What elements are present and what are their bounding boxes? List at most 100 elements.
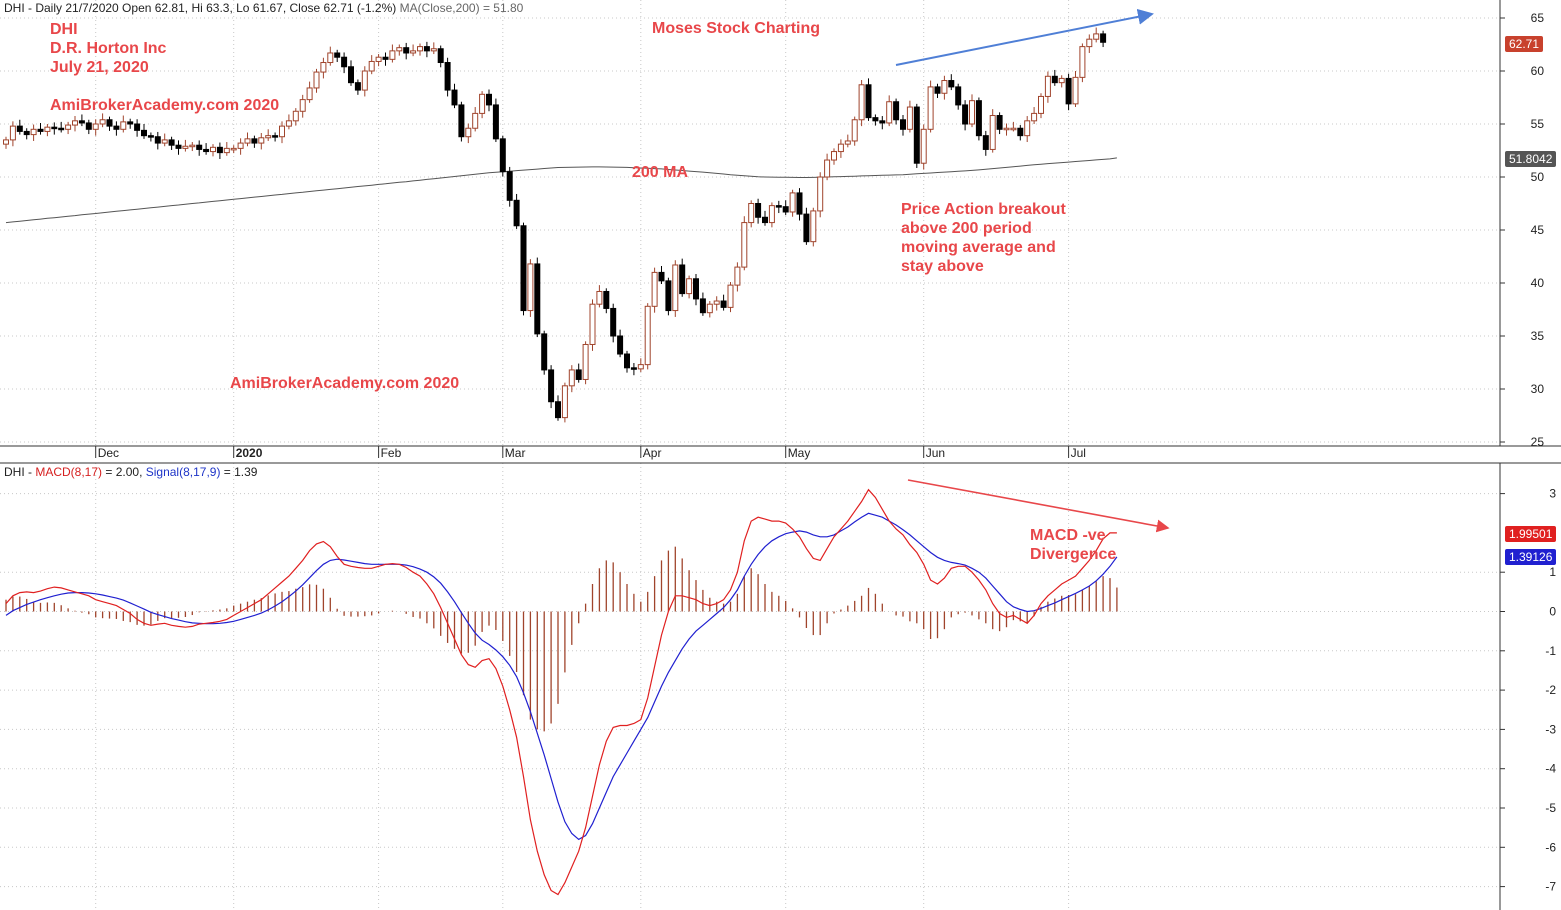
candle-body [1086, 38, 1093, 48]
candle-body [203, 148, 210, 153]
down-candle [1100, 30, 1107, 48]
down-candle [154, 131, 161, 150]
up-candle [292, 108, 299, 126]
annotation-title: Moses Stock Charting [652, 20, 821, 37]
candle-body [906, 106, 913, 130]
candle-body [693, 278, 699, 300]
candle-body [216, 146, 223, 154]
candle-body [348, 66, 354, 84]
candle-body [955, 86, 962, 106]
down-candle [444, 57, 451, 97]
macd-y-tick-label: -1 [1545, 644, 1556, 658]
candle-body [99, 119, 106, 125]
down-candle [555, 395, 561, 421]
month-tick-label: Mar [505, 446, 526, 460]
up-candle [99, 113, 106, 128]
candle-body [851, 119, 858, 142]
price-y-tick-label: 45 [1531, 223, 1545, 237]
down-candle [23, 128, 30, 140]
candle-body [755, 203, 762, 218]
annotation-symbol: DHI [50, 21, 78, 38]
up-candle [920, 124, 927, 170]
signal-value-tag: 1.39126 [1505, 549, 1557, 565]
annotation-divergence-line1: MACD -ve [1030, 527, 1106, 544]
down-candle [354, 79, 361, 95]
down-candle [127, 118, 134, 129]
up-candle [223, 142, 230, 156]
up-candle [30, 124, 37, 141]
up-candle [1072, 71, 1079, 108]
up-candle [1044, 71, 1051, 103]
candle-body [368, 60, 375, 72]
candle-body [44, 126, 51, 132]
macd-y-tick-label: -6 [1545, 840, 1556, 854]
histogram-layer [5, 546, 1118, 732]
price-y-tick-label: 55 [1531, 117, 1545, 131]
price-y-tick-label: 60 [1531, 64, 1545, 78]
candle-body [272, 135, 279, 138]
candle-body [975, 100, 982, 137]
candle-body [831, 151, 837, 161]
up-candle [244, 132, 251, 147]
up-candle [299, 94, 306, 118]
annotation-ma-note: 200 MA [632, 164, 689, 181]
candle-body [527, 263, 534, 312]
down-candle [341, 52, 348, 74]
month-tick-label: Dec [98, 446, 119, 460]
down-candle [1065, 73, 1072, 111]
down-candle [630, 363, 637, 376]
candle-body [713, 300, 720, 305]
candle-body [720, 300, 727, 308]
down-candle [520, 222, 527, 316]
candle-body [258, 137, 265, 144]
up-candle [686, 275, 693, 299]
up-candle [1010, 121, 1017, 132]
up-candle [285, 114, 292, 130]
down-candle [699, 292, 706, 316]
month-tick-label: Jul [1071, 446, 1086, 460]
down-candle [16, 119, 23, 135]
candle-body [541, 333, 548, 371]
candle-body [1065, 77, 1072, 105]
candle-body [58, 127, 65, 131]
price-y-tick-label: 30 [1531, 382, 1545, 396]
candle-body [651, 271, 658, 307]
candle-body [555, 401, 561, 419]
candle-body [141, 129, 147, 137]
candle-body [789, 192, 796, 213]
macd-layer [5, 488, 1118, 896]
down-candle [403, 42, 410, 60]
candle-body [313, 71, 320, 89]
macd-pane-header: DHI - MACD(8,17) = 2.00, Signal(8,17,9) … [4, 465, 257, 479]
candle-body [900, 119, 906, 130]
candle-body [465, 127, 472, 138]
candle-body [734, 266, 741, 286]
candle-body [354, 82, 361, 91]
candle-body [879, 120, 886, 124]
down-candle [458, 101, 465, 142]
macd-header-sep: - [24, 465, 36, 479]
price-trend-arrow [895, 8, 1154, 66]
down-candle [1051, 69, 1058, 86]
candle-body [78, 120, 85, 124]
price-header-symbol: DHI [4, 1, 25, 15]
candle-body [320, 62, 327, 73]
candle-body [127, 121, 134, 125]
candle-body [1017, 127, 1024, 137]
down-candle [803, 207, 810, 245]
candle-body [334, 52, 341, 58]
up-candle [210, 144, 216, 157]
up-candle [734, 262, 741, 292]
candle-layer [3, 27, 1107, 423]
up-candle [72, 116, 78, 132]
up-candle [120, 115, 127, 133]
down-candle [106, 116, 113, 131]
up-candle [596, 285, 603, 308]
up-candle [396, 44, 403, 56]
candle-body [1100, 33, 1107, 43]
signal-line [5, 512, 1118, 841]
up-candle [230, 145, 237, 154]
up-candle [1003, 123, 1010, 136]
candle-body [472, 112, 479, 129]
macd-header-label: MACD(8,17) [35, 465, 103, 479]
